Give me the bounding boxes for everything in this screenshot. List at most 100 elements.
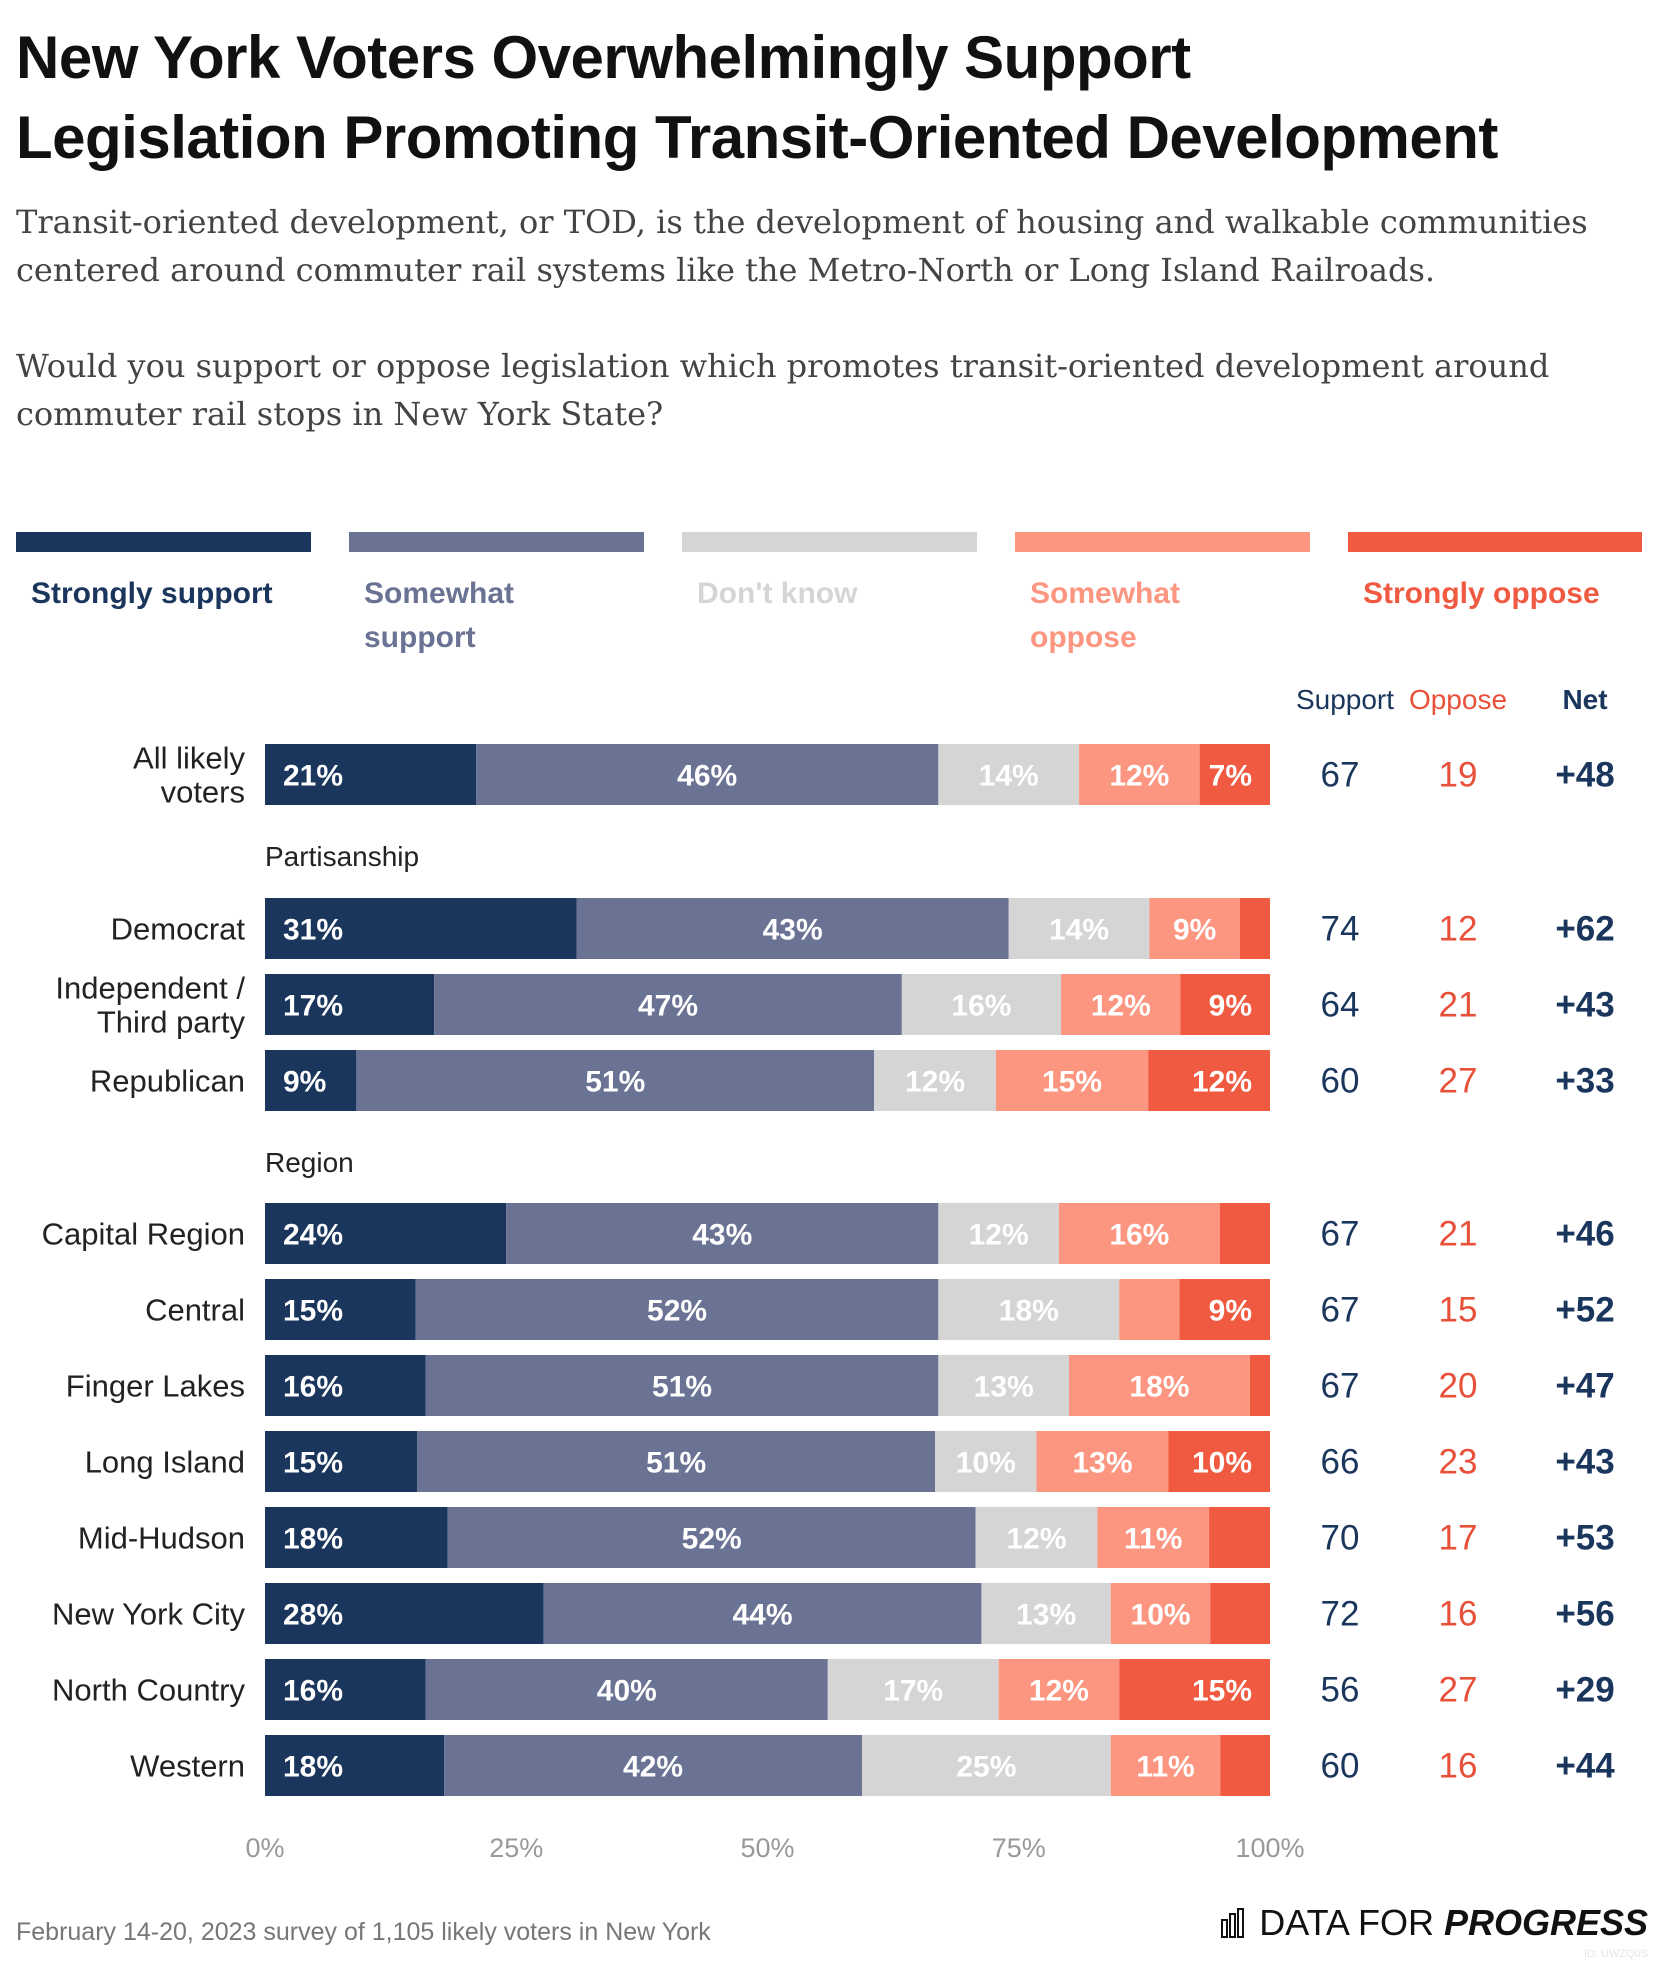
bar-segment-somewhat-support [356, 1050, 875, 1111]
oppose-value: 21 [1439, 986, 1478, 1025]
bar-value-label: 18% [283, 1751, 343, 1784]
legend-item-dont-know: Don't know [682, 532, 977, 616]
bar-segment-dont-know [938, 1355, 1069, 1416]
bar-value-label: 12% [1192, 1066, 1252, 1099]
oppose-value: 17 [1439, 1519, 1478, 1558]
bar-value-label: 42% [623, 1751, 683, 1784]
bar-value-label: 28% [283, 1599, 343, 1632]
bar-segment-strongly-oppose [1209, 1507, 1270, 1568]
bar-segment-dont-know [975, 1507, 1098, 1568]
bar-value-label: 9% [1209, 990, 1252, 1023]
support-value: 64 [1321, 986, 1360, 1025]
row-label-democrat: Democrat [111, 912, 246, 947]
bar-value-label: 9% [1209, 1295, 1252, 1328]
support-value: 74 [1321, 910, 1360, 949]
bar-value-label: 18% [999, 1295, 1059, 1328]
chart-id: ID: UWZQ0S [1583, 1948, 1648, 1960]
bar-value-label: 12% [1006, 1523, 1066, 1556]
bar-segment-strongly-oppose [1239, 898, 1270, 959]
column-header-oppose: Oppose [1409, 684, 1507, 715]
bar-value-label: 13% [974, 1371, 1034, 1404]
bar-value-label: 44% [733, 1599, 793, 1632]
bar-value-label: 14% [979, 760, 1039, 793]
bar-value-label: 12% [1091, 990, 1151, 1023]
legend-item-strongly-oppose: Strongly oppose [1348, 532, 1642, 616]
legend-label: Strongly support [31, 577, 273, 610]
bar-segment-dont-know [938, 744, 1080, 805]
bar-value-label: 11% [1124, 1523, 1182, 1556]
legend-label: Somewhat oppose [1030, 577, 1181, 654]
row-label-independent-third-party-line1: Independent / [55, 971, 245, 1006]
row-label-republican: Republican [90, 1064, 245, 1099]
column-header-net: Net [1562, 684, 1607, 715]
oppose-value: 16 [1439, 1595, 1478, 1634]
net-value: +56 [1555, 1595, 1614, 1634]
bar-segment-dont-know [862, 1735, 1111, 1796]
row-label-independent-third-party-line2: Third party [97, 1005, 246, 1040]
bar-value-label: 16% [283, 1371, 343, 1404]
brand-text-regular: DATA FOR [1259, 1902, 1434, 1943]
row-label-all-likely-voters-line2: voters [161, 775, 245, 810]
bar-segment-strongly-oppose [1119, 1659, 1270, 1720]
bar-value-label: 9% [1173, 914, 1216, 947]
bar-segment-strongly-oppose [1179, 1279, 1270, 1340]
bar-value-label: 51% [646, 1447, 706, 1480]
bar-segment-somewhat-support [425, 1659, 828, 1720]
oppose-value: 27 [1439, 1062, 1478, 1101]
row-label-all-likely-voters-line1: All likely [133, 741, 245, 776]
bar-segment-somewhat-oppose [1097, 1507, 1210, 1568]
net-value: +44 [1555, 1747, 1615, 1786]
row-label-mid-hudson: Mid-Hudson [78, 1521, 245, 1556]
brand-text-bold: PROGRESS [1443, 1902, 1648, 1943]
support-value: 60 [1321, 1062, 1360, 1101]
legend-swatch [1015, 532, 1310, 552]
bar-segment-strongly-support [265, 1659, 426, 1720]
bar-segment-somewhat-oppose [1149, 898, 1240, 959]
title-line-2: Legislation Promoting Transit-Oriented D… [16, 104, 1498, 171]
oppose-value: 23 [1439, 1443, 1478, 1482]
legend-swatch [682, 532, 977, 552]
bar-segment-strongly-support [265, 1355, 426, 1416]
legend-label: Strongly oppose [1363, 577, 1600, 610]
subtitle-description: Transit-oriented development, or TOD, is… [16, 203, 1588, 289]
bar-segment-somewhat-oppose [1036, 1431, 1169, 1492]
bar-value-label: 7% [1209, 760, 1252, 793]
bar-segment-strongly-support [265, 1050, 357, 1111]
bar-segment-dont-know [827, 1659, 999, 1720]
net-value: +52 [1555, 1291, 1614, 1330]
bar-value-label: 16% [951, 990, 1011, 1023]
bar-segment-dont-know [981, 1583, 1111, 1644]
group-label-region: Region [265, 1147, 354, 1178]
bar-value-label: 18% [1129, 1371, 1189, 1404]
bar-segment-somewhat-support [434, 974, 902, 1035]
bar-segment-strongly-support [265, 1279, 416, 1340]
net-value: +53 [1555, 1519, 1614, 1558]
bar-value-label: 15% [283, 1447, 343, 1480]
bar-value-label: 18% [283, 1523, 343, 1556]
legend-label: Don't know [697, 577, 858, 610]
bar-segment-dont-know [901, 974, 1062, 1035]
bar-value-label: 11% [1136, 1751, 1194, 1784]
bar-value-label: 21% [283, 760, 343, 793]
bar-segment-somewhat-oppose [1079, 744, 1200, 805]
bar-segment-somewhat-oppose [1069, 1355, 1250, 1416]
bar-segment-strongly-oppose [1219, 1203, 1270, 1264]
bar-segment-somewhat-oppose [1058, 1203, 1220, 1264]
legend-swatch [16, 532, 311, 552]
bar-segment-strongly-oppose [1249, 1355, 1270, 1416]
row-label-finger-lakes: Finger Lakes [66, 1369, 245, 1404]
bar-segment-somewhat-oppose [995, 1050, 1149, 1111]
net-value: +46 [1555, 1215, 1614, 1254]
group-label-partisanship: Partisanship [265, 841, 419, 872]
bar-value-label: 12% [905, 1066, 965, 1099]
oppose-value: 21 [1439, 1215, 1478, 1254]
brand-logo: DATA FOR PROGRESS [1221, 1902, 1648, 1944]
bar-value-label: 52% [647, 1295, 707, 1328]
support-value: 67 [1321, 756, 1360, 795]
bar-value-label: 9% [283, 1066, 326, 1099]
bar-value-label: 46% [677, 760, 737, 793]
net-value: +48 [1555, 756, 1614, 795]
oppose-value: 27 [1439, 1671, 1478, 1710]
bar-segment-strongly-support [265, 1507, 448, 1568]
bar-segment-somewhat-oppose [998, 1659, 1120, 1720]
